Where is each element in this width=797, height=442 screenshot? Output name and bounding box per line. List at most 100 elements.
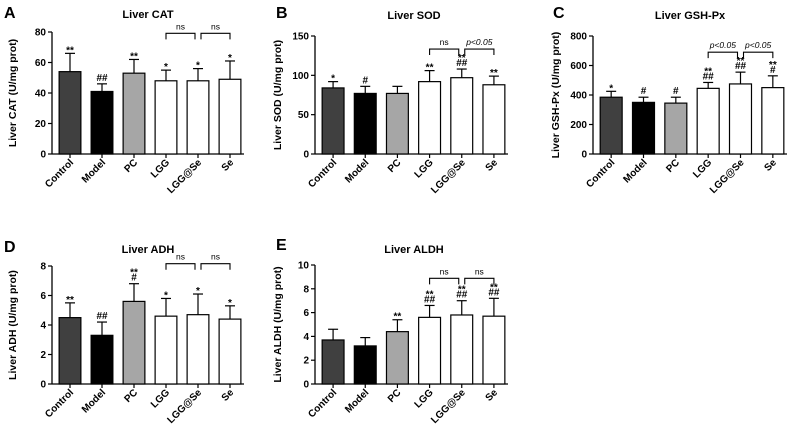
panel-d-significance-mark: *	[196, 286, 200, 297]
panel-d-ytick-label: 8	[40, 262, 46, 273]
panel-c-category-label: PC	[664, 157, 682, 175]
panel-e-comparison-bracket	[464, 277, 495, 285]
panel-b-category-label: Se	[484, 157, 501, 174]
panel-a-category-label: Control	[43, 157, 76, 190]
panel-b-comparison-label: p<0.05	[465, 37, 493, 47]
panel-d-significance-mark: ##	[96, 311, 108, 322]
panel-c-ytick-label: 0	[581, 150, 587, 161]
panel-a-category-label: PC	[123, 157, 141, 175]
panel-d-comparison-bracket	[200, 263, 231, 270]
panel-e-bar-se	[482, 315, 506, 385]
panel-c-significance-mark: #	[770, 65, 776, 76]
panel-e-bar-model	[353, 345, 377, 385]
panel-a-category-label: Model	[80, 157, 108, 185]
panel-c-significance-mark: **	[769, 60, 777, 71]
panel-e-bar-pc	[385, 331, 409, 385]
panel-e-category-label: PC	[386, 387, 404, 405]
panel-a-comparison-label: ns	[211, 21, 220, 31]
panel-c-bar-pc	[664, 102, 688, 155]
panel-d-title: Liver ADH	[122, 244, 175, 256]
panel-b-title: Liver SOD	[387, 10, 440, 22]
panel-e-ytick-label: 2	[303, 356, 309, 367]
panel-e-ytick-label: 0	[303, 380, 309, 391]
panel-a-bar-control	[58, 71, 82, 155]
panel-e-category-label: Se	[484, 387, 501, 404]
panel-b-significance-mark: **	[490, 68, 498, 79]
panel-e-significance-mark: ##	[488, 287, 500, 298]
panel-e-category-label: LGG@Se	[429, 387, 468, 426]
panel-a-significance-mark: **	[66, 45, 74, 56]
panel-a-comparison-bracket	[165, 32, 196, 40]
panel-d-significance-mark: **	[130, 268, 138, 279]
panel-a-comparison-label: ns	[176, 21, 185, 31]
panel-c-title: Liver GSH-Px	[655, 10, 726, 22]
panel-a-significance-mark: ##	[96, 73, 108, 84]
panel-c-ylabel: Liver GSH-Px (U/mg prot)	[550, 32, 562, 159]
panel-c-comparison-label: p<0.05	[709, 40, 737, 50]
panel-c-category-label: Se	[763, 157, 780, 174]
panel-b-bar-model	[353, 92, 377, 155]
panel-e-category-label: LGG	[413, 387, 436, 410]
panel-c-bar-control	[599, 96, 623, 155]
panel-a-ytick-label: 20	[35, 119, 47, 130]
panel-d-bar-control	[58, 317, 82, 385]
panel-e-ytick-label: 6	[303, 308, 309, 319]
panel-c-ytick-label: 800	[570, 32, 587, 43]
panel-d-ylabel: Liver ADH (U/mg prot)	[7, 270, 19, 380]
panel-b-category-label: Control	[306, 157, 339, 190]
panel-c-comparison-label: p<0.05	[744, 40, 772, 50]
panel-b-significance-mark: *	[331, 74, 335, 85]
panel-d-significance-mark: **	[66, 295, 74, 306]
panel-a-significance-mark: **	[130, 51, 138, 62]
panel-e-bar-lgg	[418, 316, 442, 385]
panel-a-significance-mark: *	[196, 61, 200, 72]
panel-b-category-label: Model	[343, 157, 371, 185]
panel-a-ytick-label: 60	[35, 58, 47, 69]
panel-e-significance-mark: **	[458, 285, 466, 296]
panel-e-ytick-label: 10	[298, 261, 310, 272]
panel-b-letter: B	[276, 5, 288, 22]
panel-b-significance-mark: **	[458, 53, 466, 64]
panel-b-ytick-label: 100	[292, 71, 309, 82]
panel-e-bar-control	[321, 339, 345, 385]
panel-e-significance-mark: **	[426, 289, 434, 300]
panel-b-comparison-label: ns	[440, 37, 449, 47]
panel-e-comparison-bracket	[429, 277, 460, 285]
panel-e-comparison-label: ns	[475, 266, 484, 276]
panel-e-significance-mark: ##	[424, 294, 436, 305]
panel-c-category-label: LGG@Se	[708, 157, 747, 196]
panel-a-significance-mark: *	[228, 53, 232, 64]
panel-d-comparison-bracket	[165, 263, 196, 270]
panel-d-category-label: Model	[80, 387, 108, 415]
panel-e-title: Liver ALDH	[384, 244, 444, 256]
panel-e-significance-mark: **	[490, 282, 498, 293]
panel-c-comparison-bracket	[742, 51, 774, 59]
panel-c-letter: C	[553, 5, 565, 22]
panel-e-significance-mark: ##	[456, 290, 468, 301]
panel-e-category-label: Control	[306, 387, 339, 420]
panel-b-bar-pc	[385, 92, 409, 155]
panel-a-ytick-label: 80	[35, 28, 47, 39]
panel-e-letter: E	[276, 237, 287, 254]
panel-a-ytick-label: 0	[40, 150, 46, 161]
panel-e-ytick-label: 8	[303, 284, 309, 295]
panel-d-category-label: LGG	[149, 387, 172, 410]
panel-d-bar-se	[218, 318, 242, 385]
panel-c-category-label: LGG	[691, 157, 714, 180]
panel-c-bar-model	[631, 101, 656, 155]
panel-d-bar-lgg	[154, 315, 178, 385]
panel-c-ytick-label: 400	[570, 91, 587, 102]
panel-d-significance-mark: *	[164, 290, 168, 301]
panel-a-category-label: LGG	[149, 157, 172, 180]
panel-b-bar-control	[321, 87, 345, 155]
panel-c-category-label: Model	[621, 157, 649, 185]
panel-a-bar-model	[90, 90, 114, 155]
panel-d-bar-lgg-at-se	[186, 314, 210, 385]
panel-e-bar-lgg-at-se	[450, 314, 474, 385]
panel-a-category-label: LGG@Se	[165, 157, 204, 196]
panel-b-bar-lgg	[418, 81, 442, 155]
panel-d-ytick-label: 0	[40, 380, 46, 391]
panel-c-significance-mark: ##	[703, 71, 715, 82]
panel-c-ytick-label: 600	[570, 61, 587, 72]
panel-d-category-label: LGG@Se	[165, 387, 204, 426]
